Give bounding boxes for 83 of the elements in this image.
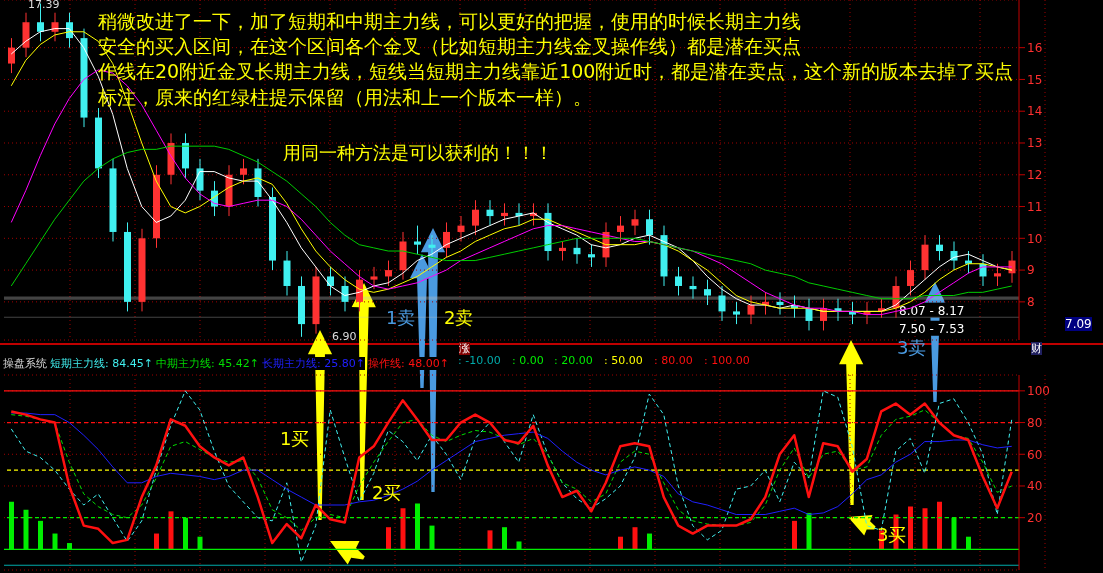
annotation: 17.39 xyxy=(28,0,60,12)
candlestick xyxy=(573,237,581,265)
y-tick-label: 13 xyxy=(1027,136,1043,151)
candlestick xyxy=(689,275,697,300)
candlestick xyxy=(747,295,755,325)
bar xyxy=(154,533,159,550)
candlestick xyxy=(8,37,15,74)
y-tick-label: 16 xyxy=(1027,40,1043,55)
candlestick xyxy=(327,266,334,297)
annotation: 稍微改进了一下，加了短期和中期主力线，可以更好的把握，使用的时候长期主力线 xyxy=(98,10,801,33)
candlestick xyxy=(646,209,653,246)
y-tick-label: 11 xyxy=(1027,199,1043,214)
bar xyxy=(922,508,928,550)
candlestick xyxy=(501,202,508,227)
candlestick xyxy=(733,301,740,325)
candlestick xyxy=(718,285,726,322)
bar xyxy=(487,530,493,550)
y-tick-label: 40 xyxy=(1027,479,1043,494)
y-tick-label: 15 xyxy=(1027,72,1043,87)
candlestick xyxy=(472,199,479,236)
bar xyxy=(168,511,174,550)
band-label: 8.07 - 8.17 xyxy=(899,303,965,318)
line-series xyxy=(10,390,1013,563)
candlestick xyxy=(196,158,204,201)
bar xyxy=(400,508,406,550)
candlestick xyxy=(385,260,392,287)
candlestick xyxy=(51,12,59,42)
band-label: 7.50 - 7.53 xyxy=(899,321,965,336)
annotation: 1买 xyxy=(280,428,310,450)
candlestick xyxy=(486,199,494,227)
candlestick xyxy=(370,266,378,290)
candlestick xyxy=(457,215,465,242)
text: 操作线: 48.00↑ xyxy=(368,357,449,371)
candlestick xyxy=(776,291,784,316)
candlestick xyxy=(443,221,450,258)
annotation: 用同一种方法是可以获利的！！！ xyxy=(283,142,553,164)
text: 长期主力线: 25.80↑ xyxy=(262,357,365,371)
bar xyxy=(618,536,623,550)
text: 中期主力线: 45.42↑ xyxy=(156,357,259,371)
y-tick-label: 20 xyxy=(1027,510,1043,525)
ref-line-label: : -10.00 xyxy=(458,354,501,367)
y-tick-label: 100 xyxy=(1027,384,1050,399)
annotation: 安全的买入区间，在这个区间各个金叉（比如短期主力线金叉操作线）都是潜在买点 xyxy=(98,35,801,58)
candlestick xyxy=(631,209,639,236)
candlestick xyxy=(414,225,421,255)
text: 7.09 xyxy=(1065,317,1092,332)
text: 短期主力线: 84.45↑ xyxy=(50,357,153,371)
annotation: 1卖 xyxy=(386,307,416,329)
candlestick xyxy=(907,260,914,297)
candlestick xyxy=(341,275,349,312)
candlestick xyxy=(588,244,595,268)
ref-line-label: : 50.00 xyxy=(604,354,643,367)
candlestick xyxy=(936,234,943,262)
bar xyxy=(908,506,913,550)
candlestick xyxy=(994,263,1001,287)
ref-line-label: : 100.00 xyxy=(704,354,750,367)
y-tick-label: 60 xyxy=(1027,447,1043,462)
y-tick-label: 12 xyxy=(1027,168,1043,183)
candlestick xyxy=(950,241,958,271)
text: 财 xyxy=(1031,342,1042,356)
bar xyxy=(937,501,942,550)
candlestick xyxy=(675,266,682,297)
y-tick-label: 80 xyxy=(1027,415,1043,430)
y-tick-label: 9 xyxy=(1027,263,1035,278)
ref-line-label: : 20.00 xyxy=(554,354,593,367)
candlestick xyxy=(617,215,624,242)
annotation: 2卖 xyxy=(444,307,474,329)
candlestick xyxy=(805,298,813,331)
bar xyxy=(386,527,391,550)
candlestick xyxy=(559,241,566,262)
candlestick xyxy=(704,279,711,306)
y-tick-label: 8 xyxy=(1027,295,1035,310)
text: 涨 xyxy=(459,342,470,356)
ref-line-label: : 0.00 xyxy=(512,354,544,367)
candlestick xyxy=(240,158,247,185)
y-tick-label: 10 xyxy=(1027,231,1043,246)
ref-line-label: : 80.00 xyxy=(654,354,693,367)
bar xyxy=(792,520,797,550)
annotation: 6.90 xyxy=(332,330,357,344)
y-tick-label: 14 xyxy=(1027,104,1043,119)
bar xyxy=(632,527,638,550)
text: 操盘系统 xyxy=(3,357,47,371)
candlestick xyxy=(428,234,436,258)
